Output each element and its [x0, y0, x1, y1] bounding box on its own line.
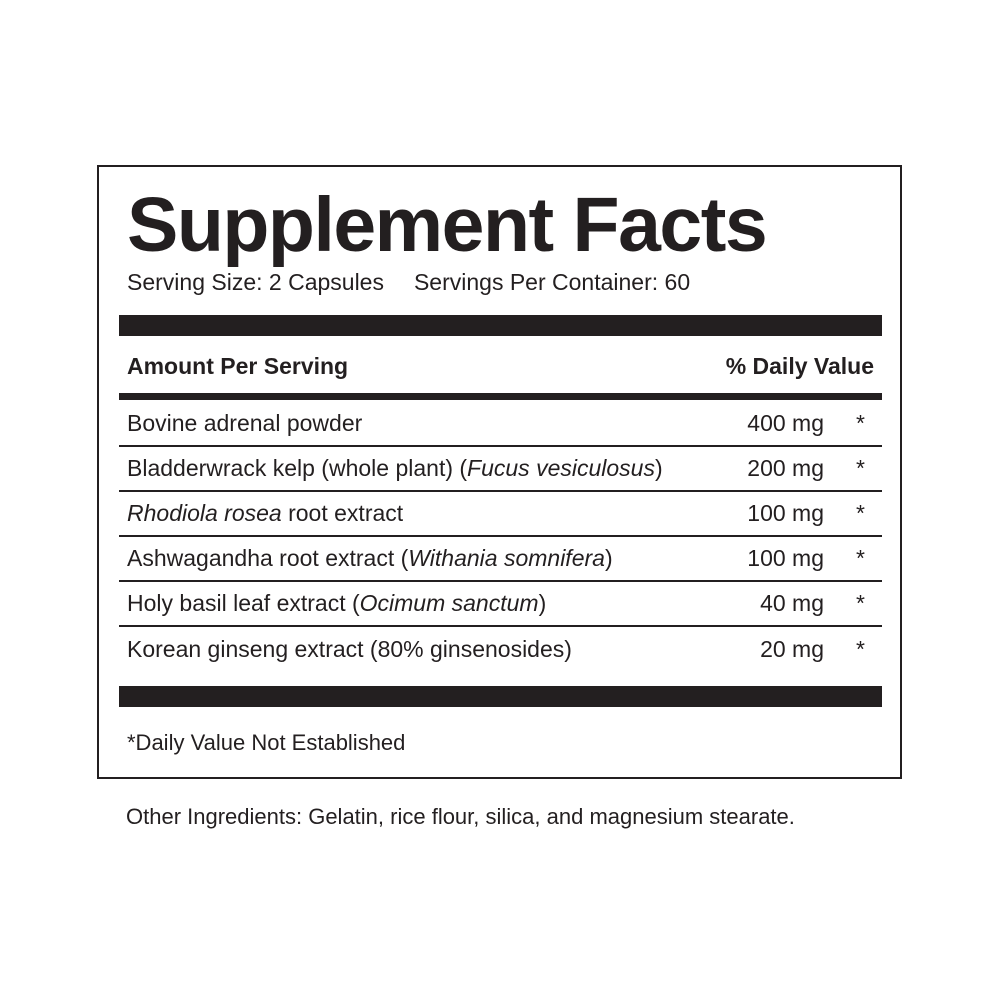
ingredient-amount: 20 mg: [760, 636, 824, 662]
ingredient-latin-name: Ocimum sanctum: [359, 590, 539, 616]
amount-per-serving-header: Amount Per Serving: [127, 353, 349, 379]
ingredient-amount: 100 mg: [747, 500, 824, 526]
panel-title: Supplement Facts: [127, 182, 768, 268]
supplement-facts-panel: Supplement Facts Serving Size: 2 Capsule…: [97, 165, 902, 779]
serving-size: Serving Size: 2 Capsules: [127, 269, 384, 295]
table-row: Rhodiola rosea root extract 100 mg *: [119, 492, 882, 537]
ingredient-name: Korean ginseng extract (80% ginsenosides…: [127, 636, 572, 663]
daily-value: *: [856, 545, 865, 571]
ingredient-name-part: Bladderwrack kelp (whole plant) (: [127, 455, 468, 481]
ingredient-name: Ashwagandha root extract (Withania somni…: [127, 545, 613, 572]
ingredient-name: Rhodiola rosea root extract: [127, 500, 403, 527]
daily-value: *: [856, 410, 865, 436]
footnote: *Daily Value Not Established: [127, 730, 406, 755]
ingredient-name-part: ): [604, 545, 613, 571]
table-row: Korean ginseng extract (80% ginsenosides…: [119, 627, 882, 672]
ingredient-name: Bladderwrack kelp (whole plant) (Fucus v…: [127, 455, 663, 482]
daily-value: *: [856, 500, 865, 526]
table-header: Amount Per Serving % Daily Value: [127, 353, 874, 380]
ingredient-name-part: ): [654, 455, 663, 481]
ingredient-name-part: ): [538, 590, 547, 616]
daily-value: *: [856, 636, 865, 662]
ingredient-latin-name: Rhodiola rosea: [127, 500, 282, 526]
ingredient-latin-name: Fucus vesiculosus: [467, 455, 655, 481]
ingredient-name-part: Korean ginseng extract (80% ginsenosides…: [127, 636, 572, 662]
daily-value: *: [856, 590, 865, 616]
ingredient-name-part: Ashwagandha root extract (: [127, 545, 409, 571]
ingredient-name-part: Bovine adrenal powder: [127, 410, 363, 436]
serving-info: Serving Size: 2 Capsules Servings Per Con…: [127, 269, 690, 296]
medium-divider: [119, 393, 882, 400]
table-row: Bladderwrack kelp (whole plant) (Fucus v…: [119, 447, 882, 492]
table-row: Bovine adrenal powder 400 mg *: [119, 402, 882, 447]
table-row: Holy basil leaf extract (Ocimum sanctum)…: [119, 582, 882, 627]
ingredient-latin-name: Withania somnifera: [408, 545, 605, 571]
other-ingredients: Other Ingredients: Gelatin, rice flour, …: [126, 804, 795, 829]
ingredient-name: Holy basil leaf extract (Ocimum sanctum): [127, 590, 546, 617]
ingredient-table: Bovine adrenal powder 400 mg * Bladderwrack…: [119, 402, 882, 672]
thick-divider: [119, 315, 882, 336]
ingredient-amount: 40 mg: [760, 590, 824, 616]
thick-divider: [119, 686, 882, 707]
ingredient-name-part: root extract: [281, 500, 404, 526]
servings-per-container: Servings Per Container: 60: [413, 269, 691, 295]
table-row: Ashwagandha root extract (Withania somni…: [119, 537, 882, 582]
daily-value-header: % Daily Value: [725, 353, 874, 379]
ingredient-amount: 400 mg: [747, 410, 824, 436]
ingredient-name-part: Holy basil leaf extract (: [127, 590, 360, 616]
ingredient-name: Bovine adrenal powder: [127, 410, 362, 437]
ingredient-amount: 100 mg: [747, 545, 824, 571]
daily-value: *: [856, 455, 865, 481]
ingredient-amount: 200 mg: [747, 455, 824, 481]
